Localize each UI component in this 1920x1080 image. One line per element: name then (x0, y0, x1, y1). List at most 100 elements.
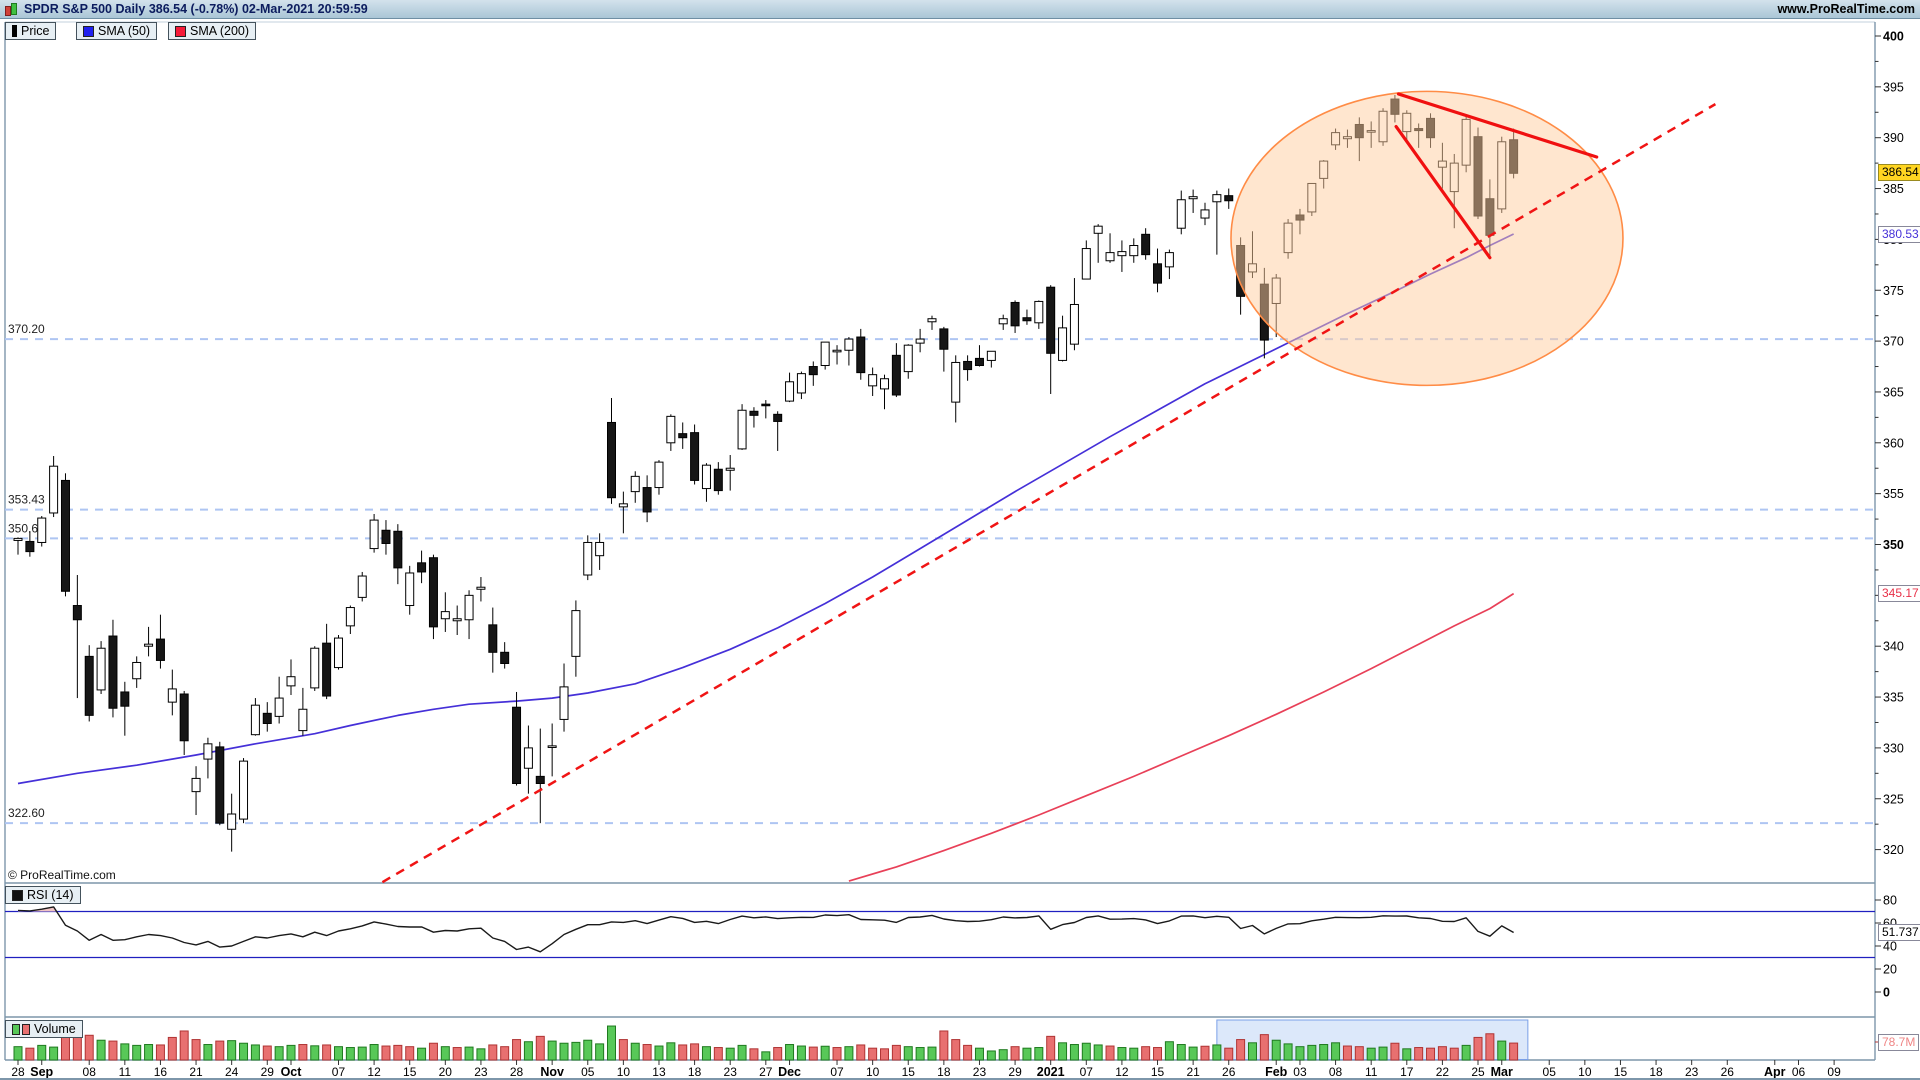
volume-bar[interactable] (1295, 1046, 1305, 1061)
candle-body[interactable] (903, 344, 913, 373)
volume-bar[interactable] (1331, 1042, 1341, 1061)
candle-body[interactable] (773, 413, 783, 422)
volume-bar[interactable] (523, 1041, 533, 1061)
candle-body[interactable] (512, 706, 522, 784)
volume-bar[interactable] (844, 1046, 854, 1061)
volume-bar[interactable] (998, 1049, 1008, 1061)
candle-body[interactable] (132, 661, 142, 680)
volume-bar[interactable] (1402, 1048, 1412, 1061)
volume-bar[interactable] (179, 1030, 189, 1061)
candle-body[interactable] (37, 517, 47, 543)
volume-bar[interactable] (963, 1044, 973, 1061)
candle-body[interactable] (939, 328, 949, 350)
volume-bar[interactable] (796, 1045, 806, 1061)
volume-bar[interactable] (1010, 1046, 1020, 1061)
legend-sma50[interactable]: SMA (50) (76, 22, 158, 40)
candle-body[interactable] (1046, 286, 1056, 354)
volume-bar[interactable] (72, 1034, 82, 1061)
volume-bar[interactable] (1081, 1042, 1091, 1061)
volume-bar[interactable] (1378, 1046, 1388, 1061)
volume-bar[interactable] (1449, 1047, 1459, 1061)
volume-bar[interactable] (13, 1046, 23, 1061)
volume-bar[interactable] (1093, 1044, 1103, 1061)
candle-body[interactable] (500, 651, 510, 664)
volume-bar[interactable] (1497, 1040, 1507, 1061)
candle-body[interactable] (1022, 317, 1032, 322)
volume-bar[interactable] (464, 1046, 474, 1061)
volume-bar[interactable] (500, 1046, 510, 1061)
candle-body[interactable] (1164, 252, 1174, 268)
trendline-dashed[interactable] (381, 103, 1717, 884)
candle-body[interactable] (452, 618, 462, 622)
candle-body[interactable] (1117, 251, 1127, 257)
volume-bar[interactable] (630, 1042, 640, 1061)
candle-body[interactable] (1224, 195, 1234, 202)
candle-body[interactable] (630, 475, 640, 493)
candle-body[interactable] (1034, 300, 1044, 324)
volume-bar[interactable] (725, 1047, 735, 1061)
candle-body[interactable] (310, 647, 320, 689)
candle-body[interactable] (523, 747, 533, 769)
volume-bar[interactable] (832, 1047, 842, 1061)
candle-body[interactable] (820, 341, 830, 367)
candle-body[interactable] (951, 361, 961, 403)
candle-body[interactable] (250, 704, 260, 736)
volume-bar[interactable] (773, 1047, 783, 1061)
volume-bar[interactable] (1259, 1034, 1269, 1061)
volume-bar[interactable] (690, 1043, 700, 1061)
candle-body[interactable] (796, 373, 806, 394)
candle-body[interactable] (998, 318, 1008, 325)
candle-body[interactable] (144, 643, 154, 647)
website-link[interactable]: www.ProRealTime.com (1777, 2, 1915, 16)
volume-bar[interactable] (37, 1044, 47, 1061)
volume-bar[interactable] (666, 1042, 676, 1061)
volume-bar[interactable] (1271, 1039, 1281, 1061)
candle-body[interactable] (642, 487, 652, 513)
volume-bar[interactable] (298, 1044, 308, 1061)
volume-bar[interactable] (571, 1041, 581, 1061)
candle-body[interactable] (583, 541, 593, 576)
volume-bar[interactable] (215, 1040, 225, 1061)
legend-volume[interactable]: Volume (5, 1020, 83, 1038)
volume-bar[interactable] (1236, 1039, 1246, 1061)
volume-bar[interactable] (1141, 1046, 1151, 1061)
candle-body[interactable] (428, 557, 438, 628)
candle-body[interactable] (120, 691, 130, 707)
rsi-line[interactable] (17, 906, 1514, 953)
volume-bar[interactable] (144, 1044, 154, 1061)
volume-bar[interactable] (903, 1046, 913, 1061)
candle-body[interactable] (1069, 303, 1079, 345)
candle-body[interactable] (678, 433, 688, 439)
candle-body[interactable] (1010, 301, 1020, 327)
candle-body[interactable] (1176, 199, 1186, 229)
volume-bar[interactable] (927, 1046, 937, 1061)
candle-body[interactable] (25, 540, 35, 553)
volume-bar[interactable] (167, 1036, 177, 1061)
volume-bar[interactable] (1485, 1033, 1495, 1061)
volume-bar[interactable] (1153, 1047, 1163, 1061)
candle-body[interactable] (1093, 225, 1103, 234)
volume-bar[interactable] (974, 1047, 984, 1061)
legend-rsi[interactable]: RSI (14) (5, 886, 81, 904)
volume-bar[interactable] (1022, 1047, 1032, 1061)
volume-bar[interactable] (393, 1044, 403, 1061)
volume-bar[interactable] (583, 1039, 593, 1061)
candle-body[interactable] (155, 638, 165, 661)
volume-bar[interactable] (607, 1025, 616, 1061)
volume-bar[interactable] (322, 1044, 332, 1061)
volume-bar[interactable] (286, 1044, 296, 1061)
volume-bar[interactable] (1129, 1047, 1139, 1061)
volume-bar[interactable] (1200, 1045, 1210, 1061)
volume-bar[interactable] (250, 1044, 260, 1061)
candle-body[interactable] (417, 562, 427, 573)
volume-bar[interactable] (405, 1046, 415, 1061)
candle-body[interactable] (713, 468, 723, 492)
candle-body[interactable] (808, 366, 818, 376)
candle-body[interactable] (1141, 233, 1151, 256)
candle-body[interactable] (1188, 196, 1198, 200)
volume-bar[interactable] (1426, 1047, 1436, 1061)
candle-body[interactable] (690, 432, 700, 481)
volume-bar[interactable] (1390, 1042, 1400, 1061)
candle-body[interactable] (832, 349, 842, 353)
